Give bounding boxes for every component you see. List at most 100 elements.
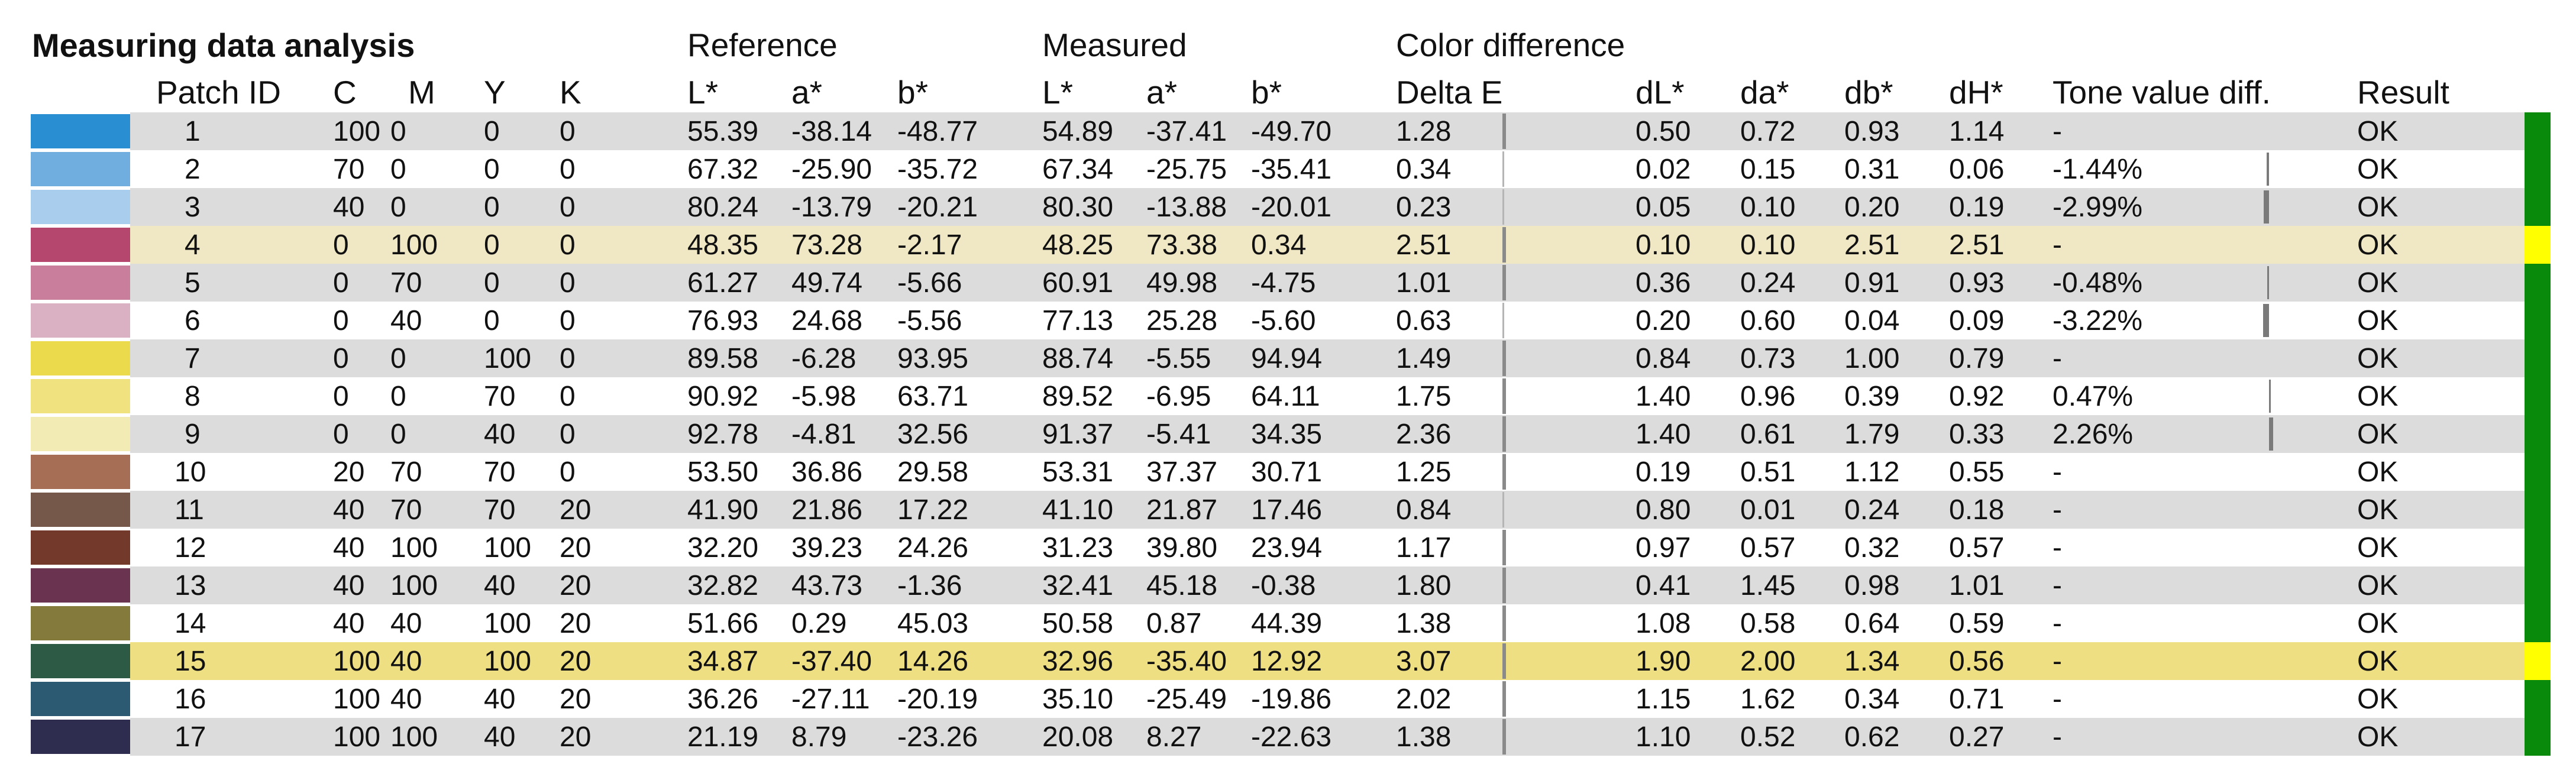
cell-y: 70 xyxy=(484,457,516,488)
cell-k: 20 xyxy=(560,494,592,526)
cell-dh: 0.06 xyxy=(1949,154,2005,185)
page-title: Measuring data analysis xyxy=(32,27,415,64)
cell-db: 0.32 xyxy=(1844,532,1900,564)
cell-da: 0.24 xyxy=(1740,267,1796,299)
cell-meas-l: 77.13 xyxy=(1042,305,1114,336)
cell-m: 40 xyxy=(390,646,422,677)
cell-da: 0.96 xyxy=(1740,381,1796,412)
cell-db: 0.24 xyxy=(1844,494,1900,526)
row-background xyxy=(130,339,2525,377)
cell-k: 0 xyxy=(560,457,576,488)
cell-meas-a: 39.80 xyxy=(1146,532,1218,564)
delta-e-bar xyxy=(1502,454,1506,490)
cell-id: 1 xyxy=(185,116,201,147)
cell-dl: 0.36 xyxy=(1636,267,1691,299)
cell-meas-a: -6.95 xyxy=(1146,381,1211,412)
cell-id: 5 xyxy=(185,267,201,299)
cell-delta-e: 1.75 xyxy=(1396,381,1452,412)
delta-e-bar xyxy=(1502,719,1506,755)
cell-ref-b: 93.95 xyxy=(897,343,969,374)
delta-e-bar xyxy=(1502,303,1504,338)
cell-ref-l: 53.50 xyxy=(687,457,759,488)
cell-k: 0 xyxy=(560,381,576,412)
result-status-bar xyxy=(2525,377,2551,415)
delta-e-bar xyxy=(1502,681,1506,717)
cell-meas-l: 91.37 xyxy=(1042,419,1114,450)
cell-tone: -3.22% xyxy=(2053,305,2143,336)
delta-e-bar xyxy=(1502,378,1506,414)
cell-m: 100 xyxy=(390,229,438,261)
cell-c: 40 xyxy=(333,192,365,223)
cell-ref-b: 63.71 xyxy=(897,381,969,412)
cell-ref-l: 21.19 xyxy=(687,721,759,753)
cell-dl: 0.10 xyxy=(1636,229,1691,261)
color-swatch xyxy=(31,417,130,451)
result-status-bar xyxy=(2525,339,2551,377)
table-row: 6 0 40 0 0 76.93 24.68 -5.56 77.13 25.28 -5.60 0.63… xyxy=(0,302,2576,339)
cell-ref-l: 89.58 xyxy=(687,343,759,374)
cell-id: 17 xyxy=(174,721,206,753)
cell-meas-l: 54.89 xyxy=(1042,116,1114,147)
cell-delta-e: 1.38 xyxy=(1396,608,1452,639)
cell-y: 100 xyxy=(484,646,532,677)
cell-result: OK xyxy=(2357,381,2399,412)
cell-k: 0 xyxy=(560,116,576,147)
cell-ref-l: 67.32 xyxy=(687,154,759,185)
delta-e-bar xyxy=(1502,265,1506,300)
cell-meas-a: -25.49 xyxy=(1146,684,1227,715)
cell-c: 40 xyxy=(333,570,365,601)
cell-dh: 1.01 xyxy=(1949,570,2005,601)
cell-result: OK xyxy=(2357,267,2399,299)
row-background xyxy=(130,377,2525,415)
cell-dh: 0.56 xyxy=(1949,646,2005,677)
cell-db: 0.93 xyxy=(1844,116,1900,147)
cell-ref-a: -27.11 xyxy=(791,684,870,715)
cell-result: OK xyxy=(2357,457,2399,488)
col-header-ref-b: b* xyxy=(897,74,928,111)
cell-meas-a: 45.18 xyxy=(1146,570,1218,601)
cell-k: 0 xyxy=(560,154,576,185)
cell-ref-a: 21.86 xyxy=(791,494,863,526)
cell-db: 1.00 xyxy=(1844,343,1900,374)
cell-meas-l: 32.96 xyxy=(1042,646,1114,677)
cell-y: 0 xyxy=(484,229,500,261)
cell-c: 0 xyxy=(333,229,349,261)
table-row: 17 100 100 40 20 21.19 8.79 -23.26 20.08 8.27 -22.… xyxy=(0,718,2576,756)
tone-value-bar xyxy=(2263,304,2269,337)
cell-dh: 0.57 xyxy=(1949,532,2005,564)
cell-db: 0.62 xyxy=(1844,721,1900,753)
cell-meas-a: 25.28 xyxy=(1146,305,1218,336)
row-background xyxy=(130,188,2525,226)
cell-dh: 0.18 xyxy=(1949,494,2005,526)
cell-c: 40 xyxy=(333,494,365,526)
delta-e-bar xyxy=(1502,151,1504,187)
cell-meas-l: 89.52 xyxy=(1042,381,1114,412)
cell-m: 100 xyxy=(390,721,438,753)
cell-delta-e: 1.28 xyxy=(1396,116,1452,147)
cell-k: 20 xyxy=(560,721,592,753)
col-header-c: C xyxy=(333,74,357,111)
cell-y: 40 xyxy=(484,684,516,715)
color-swatch xyxy=(31,303,130,338)
cell-delta-e: 1.49 xyxy=(1396,343,1452,374)
cell-ref-b: 24.26 xyxy=(897,532,969,564)
cell-meas-b: -5.60 xyxy=(1251,305,1316,336)
cell-dh: 0.55 xyxy=(1949,457,2005,488)
cell-meas-b: 64.11 xyxy=(1251,381,1320,412)
cell-dl: 1.40 xyxy=(1636,381,1691,412)
table-row: 11 40 70 70 20 41.90 21.86 17.22 41.10 21.87 17.46… xyxy=(0,491,2576,529)
row-background xyxy=(130,566,2525,604)
color-swatch xyxy=(31,341,130,375)
cell-result: OK xyxy=(2357,305,2399,336)
cell-ref-b: 29.58 xyxy=(897,457,969,488)
col-header-meas-a: a* xyxy=(1146,74,1177,111)
cell-dh: 0.27 xyxy=(1949,721,2005,753)
cell-meas-a: -25.75 xyxy=(1146,154,1227,185)
cell-c: 0 xyxy=(333,305,349,336)
cell-m: 0 xyxy=(390,419,406,450)
row-background xyxy=(130,226,2525,264)
cell-result: OK xyxy=(2357,192,2399,223)
cell-m: 100 xyxy=(390,570,438,601)
table-row: 7 0 0 100 0 89.58 -6.28 93.95 88.74 -5.55 94.94 1.4… xyxy=(0,339,2576,377)
cell-dh: 0.33 xyxy=(1949,419,2005,450)
